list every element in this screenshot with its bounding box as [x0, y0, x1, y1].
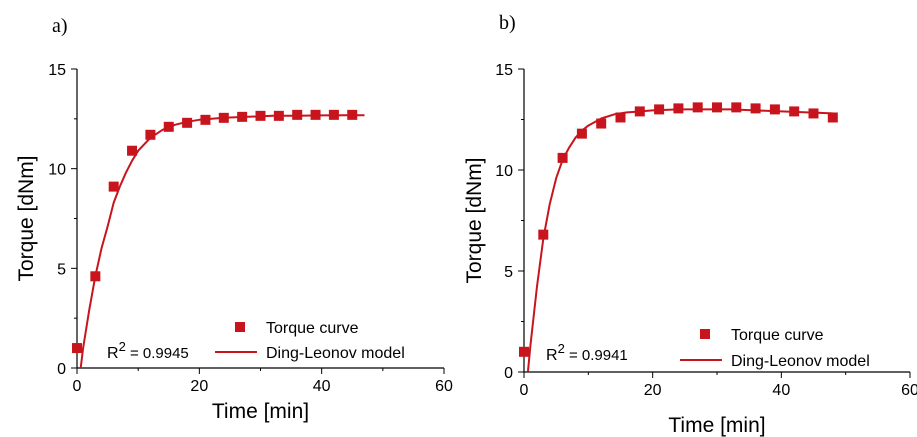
- x-tick-label: 0: [73, 378, 82, 395]
- data-point: [615, 112, 626, 123]
- data-point: [292, 109, 303, 120]
- legend-label: Torque curve: [266, 320, 359, 337]
- x-axis-title: Time [min]: [668, 414, 765, 437]
- data-point: [310, 109, 321, 120]
- data-point: [273, 110, 284, 121]
- data-point: [200, 114, 211, 125]
- y-tick-label: 15: [495, 62, 513, 79]
- x-tick-label: 0: [520, 382, 529, 399]
- x-tick-label: 40: [313, 378, 331, 395]
- x-tick-label: 60: [435, 378, 453, 395]
- panel-label: a): [52, 15, 68, 37]
- y-tick-label: 10: [495, 163, 513, 180]
- legend: Torque curve Ding-Leonov model: [215, 320, 405, 362]
- data-point: [218, 112, 229, 123]
- data-point: [827, 112, 838, 123]
- data-point: [519, 346, 529, 357]
- data-point: [108, 181, 119, 192]
- y-tick-label: 10: [48, 162, 66, 179]
- data-point: [712, 102, 722, 113]
- x-tick-label: 40: [772, 382, 790, 399]
- legend-label: Torque curve: [731, 327, 824, 344]
- x-tick-label: 20: [644, 382, 662, 399]
- data-point: [789, 106, 800, 117]
- y-tick-label: 5: [57, 261, 66, 278]
- data-point: [557, 152, 568, 163]
- data-point: [182, 117, 193, 128]
- y-axis-title: Torque [dNm]: [463, 157, 486, 283]
- x-tick-label: 60: [901, 382, 917, 399]
- chart-panel-1: a) 0 20 40 60 0 5 10 15 Time [min] Torque [dNm] Tor…: [15, 15, 453, 423]
- data-point: [596, 118, 607, 129]
- data-point: [328, 109, 339, 120]
- data-point: [654, 104, 665, 115]
- chart-panel-2: b) 0 20 40 60 0 5 10 15 Time [min] Torque [dNm] Tor…: [463, 12, 917, 437]
- y-axis-title: Torque [dNm]: [15, 155, 38, 281]
- data-point: [347, 109, 358, 120]
- data-point: [163, 121, 174, 132]
- data-point: [237, 111, 248, 122]
- data-point: [769, 104, 780, 115]
- data-point: [145, 129, 156, 140]
- x-axis-title: Time [min]: [212, 400, 309, 423]
- data-point: [634, 106, 645, 117]
- data-point: [808, 108, 819, 119]
- data-point: [90, 271, 101, 282]
- legend-marker-icon: [700, 329, 710, 339]
- y-tick-label: 0: [57, 361, 66, 378]
- legend: Torque curve Ding-Leonov model: [680, 327, 870, 370]
- x-tick-label: 20: [190, 378, 208, 395]
- r-squared-annotation: R2 = 0.9941: [546, 341, 628, 364]
- data-point: [255, 110, 266, 121]
- legend-marker-icon: [235, 322, 245, 332]
- y-tick-label: 15: [48, 62, 66, 79]
- data-point: [72, 343, 82, 354]
- data-point: [731, 102, 742, 113]
- legend-label: Ding-Leonov model: [266, 345, 405, 362]
- data-point: [750, 103, 761, 114]
- data-point: [538, 229, 549, 240]
- r-squared-annotation: R2 = 0.9945: [107, 339, 189, 362]
- panel-label: b): [499, 12, 516, 34]
- data-point: [673, 103, 684, 114]
- legend-label: Ding-Leonov model: [731, 353, 870, 370]
- data-point: [127, 145, 138, 156]
- data-point: [576, 128, 587, 139]
- data-point: [692, 102, 703, 113]
- y-tick-label: 0: [504, 365, 513, 382]
- y-tick-label: 5: [504, 264, 513, 281]
